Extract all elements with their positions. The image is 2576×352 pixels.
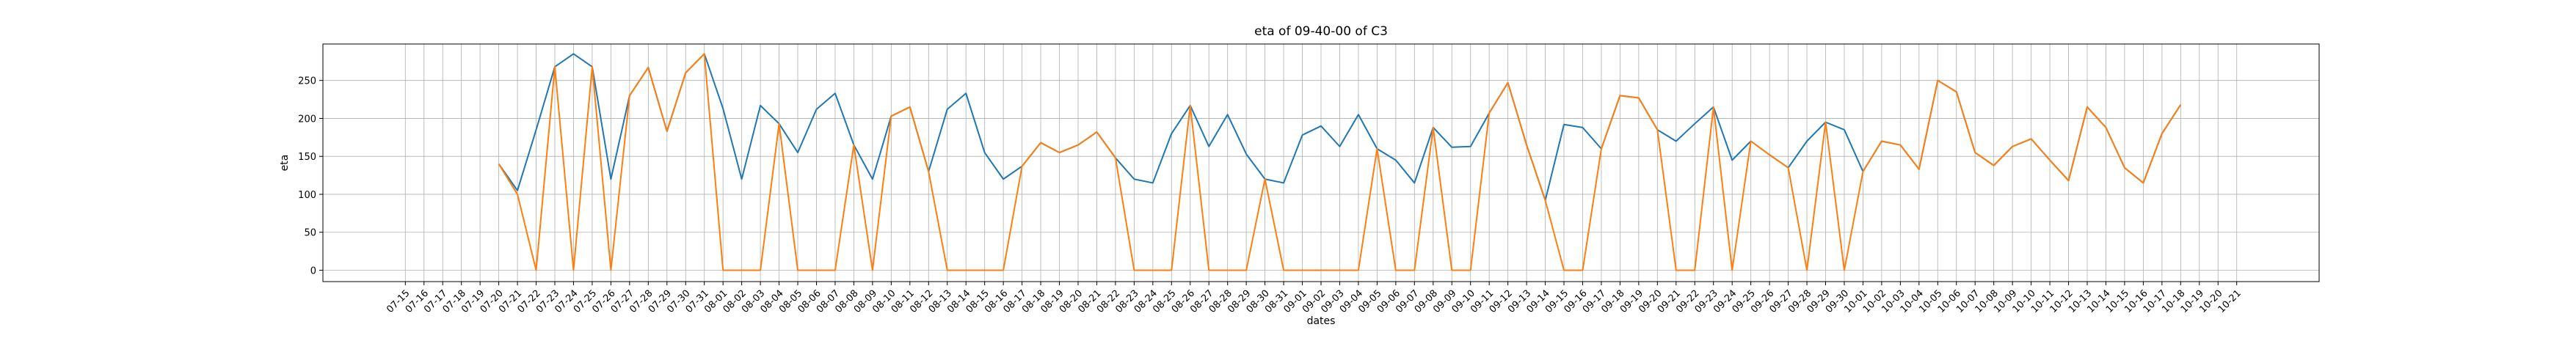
x-axis-label: dates — [1307, 315, 1336, 327]
y-tick-label: 250 — [298, 76, 316, 87]
y-axis-label: eta — [279, 155, 291, 172]
y-tick-label: 200 — [298, 114, 316, 125]
chart-title: eta of 09-40-00 of C3 — [1254, 24, 1388, 39]
grid — [323, 44, 2319, 282]
y-tick-label: 100 — [298, 190, 316, 201]
y-tick-label: 0 — [310, 265, 316, 276]
series-layer — [498, 53, 2182, 271]
series-line-2 — [498, 53, 2182, 271]
y-tick-label: 50 — [304, 228, 316, 239]
y-tick-label: 150 — [298, 152, 316, 163]
